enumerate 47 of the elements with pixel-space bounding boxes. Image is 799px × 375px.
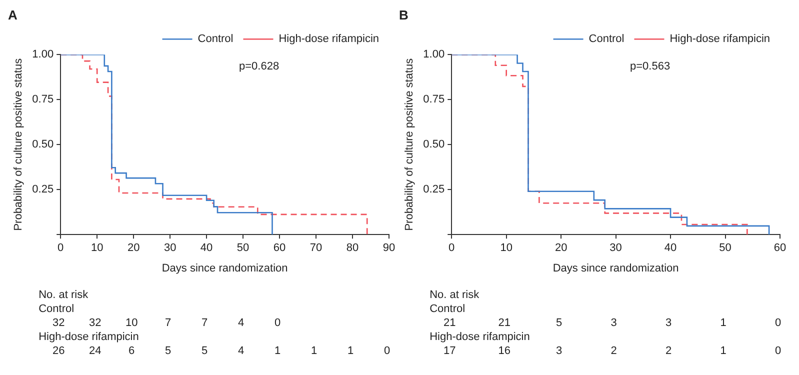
x-tick-label: 60 bbox=[774, 242, 786, 254]
x-tick-label: 70 bbox=[310, 242, 322, 254]
text: High-dose rifampicin bbox=[38, 331, 139, 344]
x-tick-label: 40 bbox=[200, 242, 213, 254]
text: 32 32 10 7 7 4 0 bbox=[52, 317, 281, 330]
x-tick-label: 10 bbox=[90, 242, 104, 254]
y-tick-label: 1.00 bbox=[423, 48, 445, 61]
y-tick-label: 0.50 bbox=[32, 138, 54, 151]
x-tick-label: 0 bbox=[448, 242, 455, 254]
x-tick-label: 40 bbox=[664, 242, 677, 254]
x-tick-label: 0 bbox=[58, 242, 64, 254]
x-tick-label: 60 bbox=[273, 242, 286, 254]
legend-label: Control bbox=[588, 33, 624, 46]
x-tick-label: 80 bbox=[346, 242, 359, 254]
text: Control bbox=[38, 303, 74, 316]
x-axis-title: Days since randomization bbox=[162, 262, 288, 274]
y-tick-label: 0.25 bbox=[423, 184, 445, 196]
x-tick-label: 30 bbox=[164, 242, 176, 254]
x-axis-title: Days since randomization bbox=[552, 262, 679, 274]
y-tick-label: 0.75 bbox=[423, 94, 445, 106]
x-tick-label: 50 bbox=[236, 242, 250, 254]
x-tick-label: 20 bbox=[127, 242, 140, 254]
x-tick-label: 50 bbox=[719, 242, 732, 254]
text: 26 24 6 5 5 4 1 1 1 0 bbox=[52, 345, 390, 358]
y-tick-label: 0.25 bbox=[32, 184, 54, 196]
annotation: p=0.628 bbox=[239, 60, 280, 73]
text: Control bbox=[430, 303, 466, 316]
text: No. at risk bbox=[430, 289, 480, 302]
y-tick-label: 0.50 bbox=[423, 138, 445, 151]
legend-label: High-dose rifampicin bbox=[670, 33, 770, 46]
y-tick-label: 1.00 bbox=[32, 48, 54, 61]
text: High-dose rifampicin bbox=[430, 331, 530, 344]
x-tick-label: 20 bbox=[554, 242, 568, 254]
legend-label: High-dose rifampicin bbox=[278, 33, 380, 46]
y-tick-label: 0.75 bbox=[32, 94, 54, 106]
text: No. at risk bbox=[38, 289, 89, 302]
y-axis-title: Probability of culture positive status bbox=[12, 58, 25, 231]
x-tick-label: 30 bbox=[610, 242, 622, 254]
text: 21 21 5 3 3 1 0 bbox=[443, 317, 782, 330]
text: 17 16 3 2 2 1 0 bbox=[443, 345, 782, 358]
chart-title: B bbox=[399, 7, 408, 22]
x-tick-label: 90 bbox=[382, 242, 396, 254]
legend-label: Control bbox=[198, 33, 234, 46]
y-axis-title: Probability of culture positive status bbox=[404, 58, 416, 231]
annotation: p=0.563 bbox=[630, 60, 670, 73]
chart-title: A bbox=[8, 7, 18, 22]
x-tick-label: 10 bbox=[500, 242, 512, 254]
